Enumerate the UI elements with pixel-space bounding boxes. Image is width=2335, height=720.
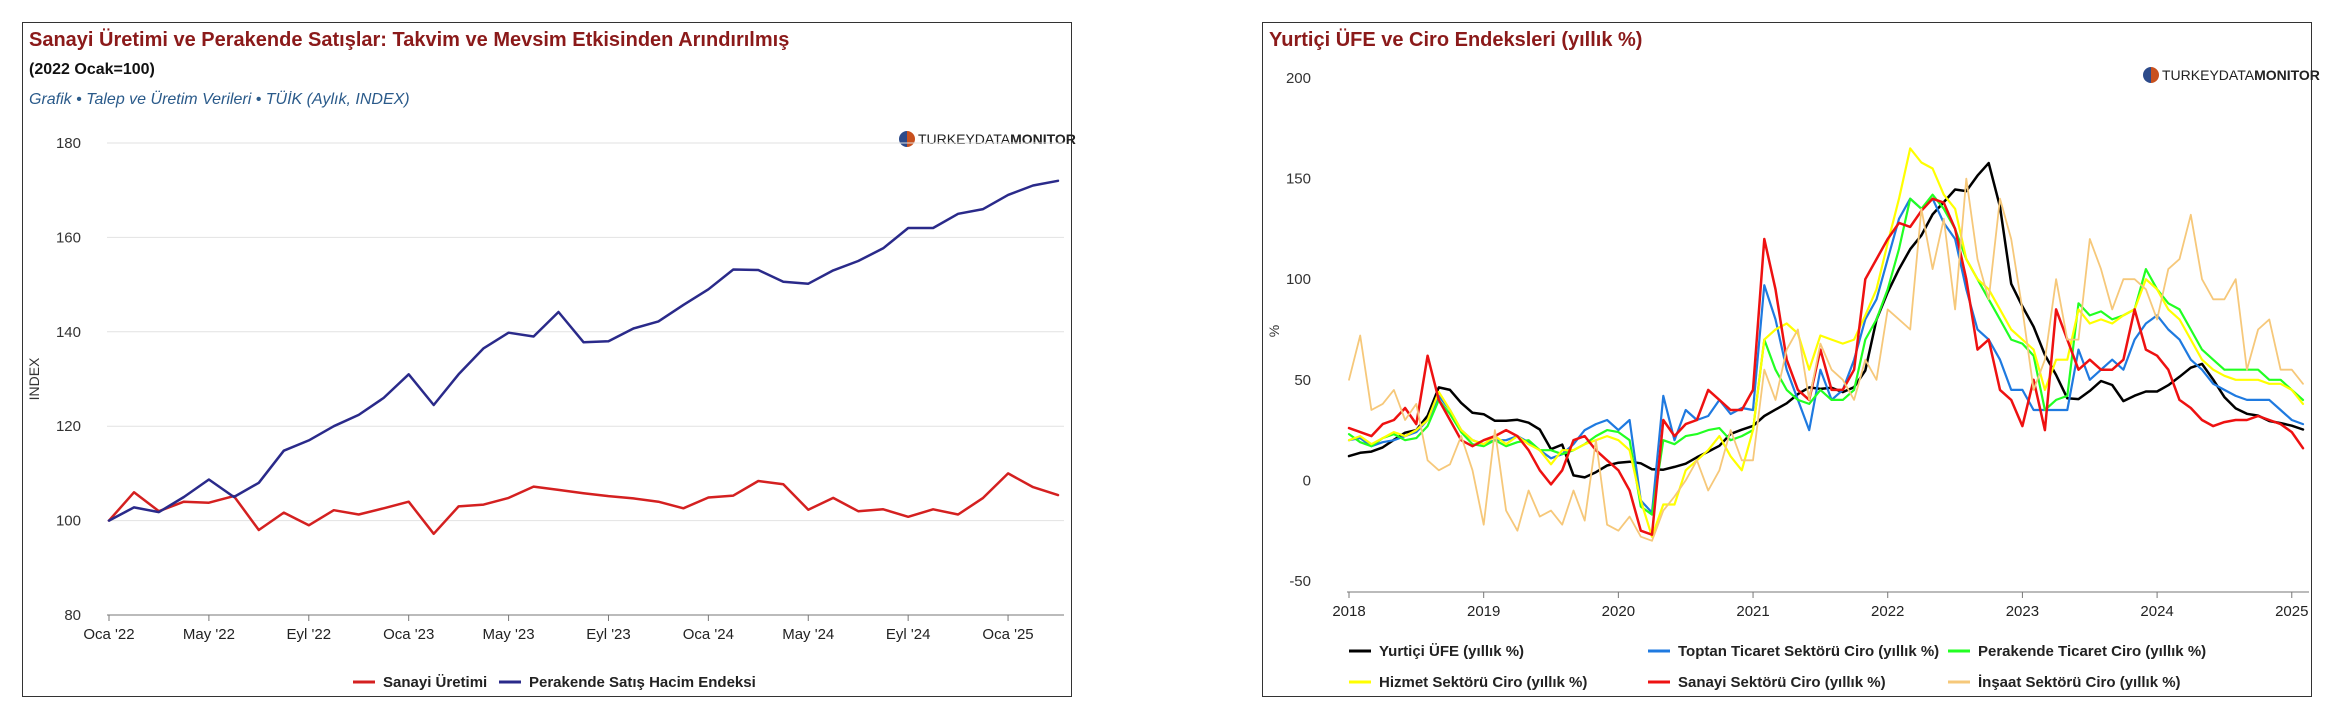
y-axis-label: % — [1266, 325, 1282, 337]
y-tick-label: 0 — [1303, 472, 1311, 489]
x-tick-label: Eyl '22 — [287, 626, 332, 643]
x-tick-label: 2022 — [1871, 603, 1904, 620]
x-tick-label: May '22 — [183, 626, 235, 643]
series-line-5 — [1347, 197, 2305, 536]
series-line-1 — [107, 472, 1060, 536]
brand-logo-icon — [2143, 67, 2159, 83]
x-tick-label: Eyl '24 — [886, 626, 931, 643]
legend-label: Toptan Ticaret Sektörü Ciro (yıllık %) — [1678, 643, 1939, 660]
right-chart-panel: Yurtiçi ÜFE ve Ciro Endeksleri (yıllık %… — [1262, 22, 2320, 697]
brand-bold: MONITOR — [2254, 67, 2320, 83]
x-tick-label: 2020 — [1602, 603, 1635, 620]
legend-label: Hizmet Sektörü Ciro (yıllık %) — [1379, 674, 1587, 691]
series-line-6 — [1348, 177, 2304, 542]
left-chart-title: Sanayi Üretimi ve Perakende Satışlar: Ta… — [29, 29, 790, 51]
left-chart-subtitle: (2022 Ocak=100) — [29, 61, 155, 78]
series-line-2 — [1347, 197, 2305, 514]
legend-label: Sanayi Sektörü Ciro (yıllık %) — [1678, 674, 1886, 691]
x-tick-label: Oca '24 — [683, 626, 734, 643]
x-tick-label: 2024 — [2140, 603, 2173, 620]
y-tick-label: 180 — [56, 135, 81, 152]
y-tick-label: 100 — [56, 513, 81, 530]
y-tick-label: -50 — [1289, 573, 1311, 590]
legend-label: İnşaat Sektörü Ciro (yıllık %) — [1978, 674, 2181, 691]
y-axis-label: INDEX — [26, 357, 42, 400]
x-tick-label: 2021 — [1736, 603, 1769, 620]
right-chart-title: Yurtiçi ÜFE ve Ciro Endeksleri (yıllık %… — [1269, 29, 1643, 51]
y-tick-label: 140 — [56, 324, 81, 341]
legend-label: Yurtiçi ÜFE (yıllık %) — [1379, 643, 1524, 660]
legend-label: Perakende Ticaret Ciro (yıllık %) — [1978, 643, 2206, 660]
x-tick-label: Oca '25 — [982, 626, 1033, 643]
right-chart-svg: -50 0 50 100 150 200 2018 2019 2020 2021 2022 2023 2… — [1266, 70, 2309, 691]
legend-label: Perakende Satış Hacim Endeksi — [529, 674, 756, 691]
x-tick-label: Eyl '23 — [586, 626, 631, 643]
x-tick-label: 2025 — [2275, 603, 2308, 620]
y-tick-label: 150 — [1286, 171, 1311, 188]
x-tick-label: May '23 — [483, 626, 535, 643]
brand-light: TURKEY — [2162, 67, 2219, 83]
series-line-1 — [1347, 161, 2305, 479]
left-chart-panel: Sanayi Üretimi ve Perakende Satışlar: Ta… — [22, 22, 1076, 697]
brand-mid: DATA — [2218, 67, 2255, 83]
y-tick-label: 120 — [56, 418, 81, 435]
y-tick-label: 100 — [1286, 271, 1311, 288]
series-line-2 — [107, 179, 1060, 522]
x-tick-label: 2023 — [2006, 603, 2039, 620]
y-tick-label: 200 — [1286, 70, 1311, 87]
brand-logo: TURKEY DATA MONITOR — [2143, 67, 2320, 83]
y-tick-label: 160 — [56, 229, 81, 246]
series-line-4 — [1347, 147, 2305, 538]
x-tick-label: May '24 — [782, 626, 834, 643]
left-chart-svg: 80 100 120 140 160 180 Oca '22 May '22 Eyl '22 Oc… — [26, 135, 1064, 691]
y-tick-label: 50 — [1294, 372, 1311, 389]
y-tick-label: 80 — [64, 607, 81, 624]
legend-label: Sanayi Üretimi — [383, 674, 487, 691]
left-chart-source: Grafik • Talep ve Üretim Verileri • TÜİK… — [29, 91, 410, 108]
series-line-3 — [1347, 193, 2305, 516]
x-tick-label: Oca '22 — [83, 626, 134, 643]
x-tick-label: Oca '23 — [383, 626, 434, 643]
x-tick-label: 2018 — [1332, 603, 1365, 620]
x-tick-label: 2019 — [1467, 603, 1500, 620]
